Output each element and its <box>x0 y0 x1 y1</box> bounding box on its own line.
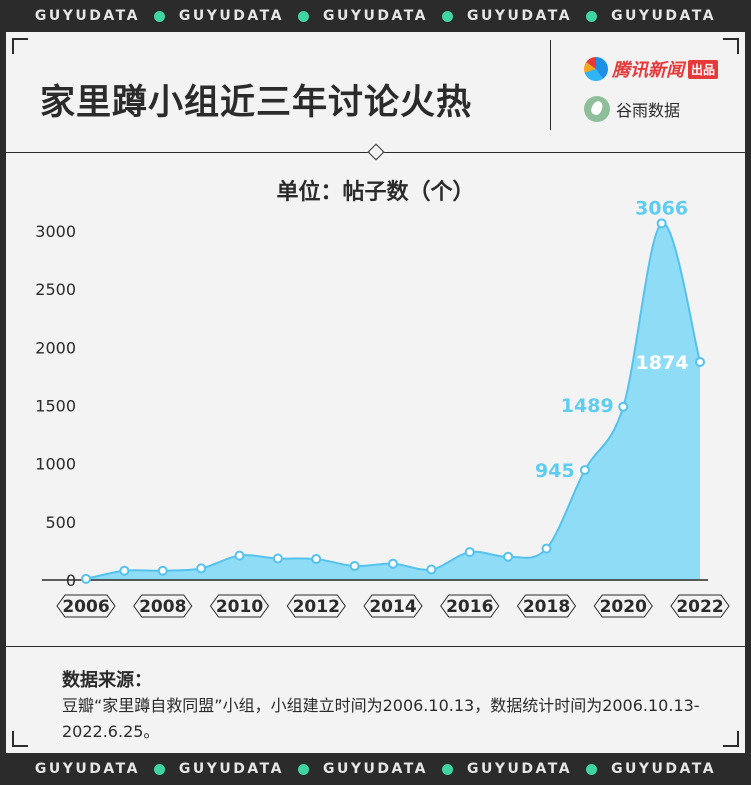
x-tick-badge <box>286 594 346 618</box>
data-point <box>426 564 437 575</box>
data-point <box>695 356 705 367</box>
chart-card: 家里蹲小组近三年讨论火热 腾讯新闻 出品 谷雨数据 单位：帖子数（个） 0 500… <box>6 32 745 753</box>
ticker-dot-icon <box>153 763 165 775</box>
data-label: 945 <box>535 460 575 482</box>
area-chart: 0 500 1000 1500 2000 2500 3000 2006 2008 2010 2012… <box>35 197 730 618</box>
ticker-text: GUYUDATA <box>322 8 429 24</box>
ticker-text: GUYUDATA <box>322 761 429 777</box>
ticker-text: GUYUDATA <box>34 8 140 24</box>
area-fill <box>86 222 700 580</box>
data-label: 1874 <box>636 352 689 374</box>
x-tick-label: 2020 <box>600 597 647 617</box>
data-point <box>81 573 91 584</box>
ticker-dot-icon <box>586 763 598 775</box>
ticker-dot-icon <box>297 10 309 22</box>
bottom-ticker: GUYUDATA GUYUDATA GUYUDATA GUYUDATA GUYU… <box>0 753 751 785</box>
y-tick-label: 0 <box>66 571 76 590</box>
ticker-text: GUYUDATA <box>467 761 573 777</box>
data-label: 3066 <box>635 197 688 219</box>
source-text: 豆瓣“家里蹲自救同盟”小组，小组建立时间为2006.10.13，数据统计时间为2… <box>62 696 700 741</box>
x-tick-badge <box>56 594 116 618</box>
data-point <box>388 558 398 569</box>
ticker-dot-icon <box>442 10 454 22</box>
y-tick-label: 3000 <box>35 222 76 241</box>
data-point <box>119 565 130 576</box>
ticker-dot-icon <box>153 10 165 22</box>
chart-unit-label: 单位：帖子数（个） <box>276 180 475 205</box>
ticker-dot-icon <box>586 10 598 22</box>
tencent-news-brand: 腾讯新闻 出品 <box>584 56 719 82</box>
x-tick-badge <box>593 594 653 618</box>
source-title: 数据来源： <box>62 670 152 691</box>
x-tick-label: 2022 <box>676 597 723 617</box>
x-tick-badge <box>440 594 500 618</box>
tencent-news-logo-icon <box>584 57 608 81</box>
data-point <box>656 218 667 229</box>
x-tick-label: 2014 <box>369 597 416 617</box>
data-label: 1489 <box>561 395 614 417</box>
x-tick-label: 2012 <box>293 597 340 617</box>
data-point <box>464 547 475 558</box>
corner-mark <box>723 38 739 54</box>
guyu-data-brand: 谷雨数据 <box>584 96 680 122</box>
y-tick-label: 1000 <box>35 455 76 474</box>
source-rule <box>6 646 745 647</box>
data-point <box>503 551 514 562</box>
x-tick-label: 2010 <box>216 597 263 617</box>
data-point <box>234 550 245 561</box>
page-title: 家里蹲小组近三年讨论火热 <box>40 83 473 123</box>
data-point <box>349 561 360 572</box>
x-tick-badge <box>516 594 577 618</box>
data-point <box>579 465 590 476</box>
data-point <box>196 563 207 574</box>
x-tick-badge <box>209 594 270 618</box>
y-tick-label: 500 <box>45 513 76 532</box>
ticker-text: GUYUDATA <box>178 8 284 24</box>
ticker-dot-icon <box>297 763 309 775</box>
corner-mark <box>12 38 28 54</box>
top-ticker: GUYUDATA GUYUDATA GUYUDATA GUYUDATA GUYU… <box>0 0 751 32</box>
x-tick-badge <box>363 594 423 618</box>
x-tick-badge <box>133 594 193 618</box>
ticker-text: GUYUDATA <box>611 761 717 777</box>
header-divider <box>550 40 551 130</box>
ticker-text: GUYUDATA <box>178 761 284 777</box>
ticker-text: GUYUDATA <box>467 8 573 24</box>
ticker-text: GUYUDATA <box>34 761 140 777</box>
data-point <box>272 553 283 564</box>
x-tick-label: 2018 <box>523 597 570 617</box>
corner-mark <box>723 731 739 747</box>
x-tick-label: 2008 <box>139 597 186 617</box>
y-tick-label: 2000 <box>35 338 76 357</box>
brand-name: 谷雨数据 <box>616 101 681 120</box>
guyu-bird-logo-icon <box>584 96 610 122</box>
x-tick-badge <box>670 594 730 618</box>
corner-mark <box>12 731 28 747</box>
data-point <box>618 401 629 412</box>
x-tick-label: 2016 <box>446 597 493 617</box>
y-tick-label: 2500 <box>35 280 76 299</box>
x-tick-label: 2006 <box>62 597 109 617</box>
brand-badge: 出品 <box>688 59 719 79</box>
y-tick-label: 1500 <box>35 397 76 416</box>
data-point <box>541 543 552 554</box>
data-point <box>157 565 168 576</box>
ticker-dot-icon <box>442 763 454 775</box>
ticker-text: GUYUDATA <box>611 8 717 24</box>
brand-name: 腾讯新闻 <box>612 60 684 81</box>
data-point <box>311 554 322 565</box>
